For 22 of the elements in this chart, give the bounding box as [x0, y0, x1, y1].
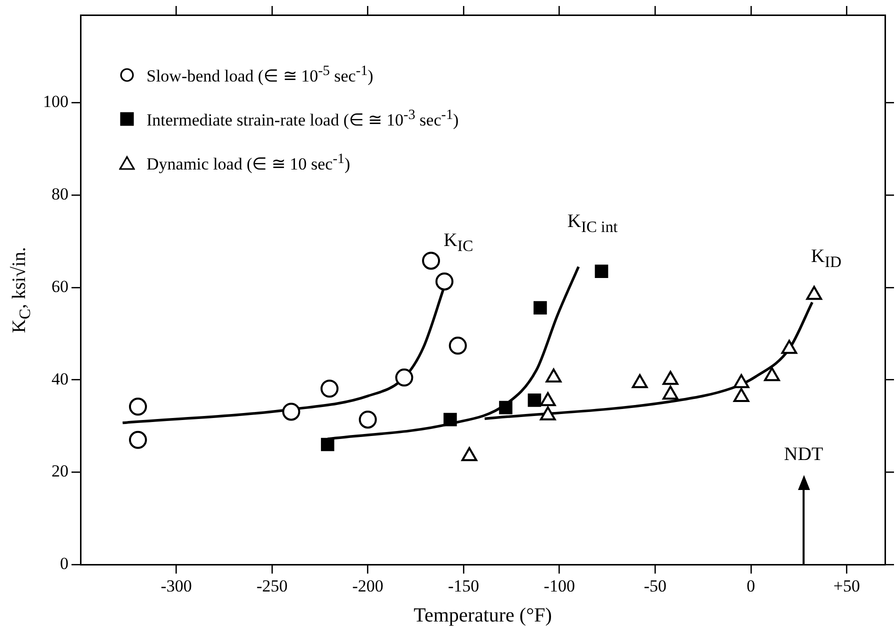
x-tick-label: 0 — [746, 576, 756, 596]
y-tick-label: 20 — [52, 462, 68, 481]
y-tick-label: 100 — [43, 92, 68, 112]
x-tick-label: -300 — [160, 576, 192, 596]
x-tick-label: -100 — [544, 576, 575, 596]
legend-label: Slow-bend load (∈ ≅ 10$^{-5}$ sec$^{-1}$) — [146, 63, 374, 87]
legend-label: Intermediate strain-rate load (∈ ≅ 10$^{-3}$ sec$^{-1}$) — [146, 107, 459, 131]
annotation: K$_{IC int}$ — [567, 210, 618, 237]
x-tick-label: -150 — [448, 576, 480, 596]
x-axis-title: Temperature (°F) — [414, 604, 552, 626]
x-tick-label: +50 — [833, 576, 860, 596]
annotation: K$_{ID}$ — [810, 246, 842, 272]
legend-label: Dynamic load (∈ ≅ 10 sec$^{-1}$) — [146, 151, 350, 175]
x-tick-label: -50 — [644, 576, 666, 596]
x-tick-label: -250 — [256, 576, 288, 596]
y-tick-label: 0 — [60, 554, 68, 574]
y-tick-label: 60 — [52, 276, 68, 296]
ref-line-label: NDT — [784, 444, 824, 466]
y-tick-label: 40 — [52, 369, 68, 388]
y-tick-label: 80 — [52, 184, 68, 204]
x-tick-label: -200 — [352, 576, 384, 596]
annotation: K$_{IC}$ — [444, 230, 474, 256]
